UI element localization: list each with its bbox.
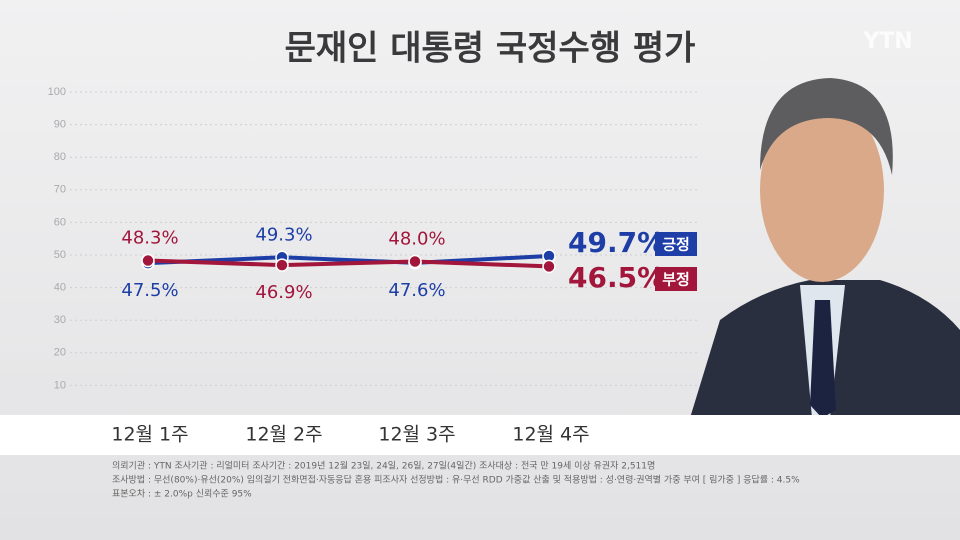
value-label: 47.6% [388, 280, 445, 301]
y-tick-label: 30 [54, 314, 66, 326]
footer-line: 표본오차 : ± 2.0%p 신뢰수준 95% [112, 488, 252, 500]
x-tick-label: 12월 4주 [512, 424, 589, 446]
data-point [141, 253, 155, 268]
value-label: 49.3% [255, 224, 312, 245]
value-label: 49.7% [568, 226, 665, 259]
axis-band [0, 415, 960, 455]
footer-line: 조사방법 : 무선(80%)·유선(20%) 임의걸기 전화면접·자동응답 혼용… [112, 474, 800, 486]
chart-title: 문재인 대통령 국정수행 평가 [285, 29, 696, 69]
data-point [542, 259, 556, 274]
y-tick-label: 60 [54, 216, 66, 228]
value-label: 47.5% [121, 280, 178, 301]
value-label: 48.0% [388, 229, 445, 250]
legend-label: 부정 [662, 271, 690, 289]
y-tick-label: 40 [54, 282, 66, 294]
x-tick-label: 12월 2주 [245, 424, 322, 446]
y-tick-label: 100 [48, 86, 66, 98]
legend-box [655, 267, 697, 291]
y-tick-label: 10 [54, 379, 66, 391]
legend-box [655, 232, 697, 256]
x-tick-label: 12월 1주 [111, 424, 188, 446]
data-point [408, 254, 422, 269]
y-tick-label: 70 [54, 184, 66, 196]
logo: YTN [862, 29, 912, 54]
y-tick-label: 20 [54, 347, 66, 359]
value-label: 46.5% [568, 261, 665, 294]
y-tick-label: 50 [54, 249, 66, 261]
footer-line: 의뢰기관 : YTN 조사기관 : 리얼미터 조사기간 : 2019년 12월 … [112, 460, 655, 472]
legend-label: 긍정 [662, 236, 690, 254]
portrait [690, 78, 960, 418]
series-line [147, 258, 550, 269]
data-point [275, 258, 289, 272]
series-line [147, 253, 550, 266]
y-tick-label: 90 [54, 119, 66, 131]
x-tick-label: 12월 3주 [378, 424, 455, 446]
value-label: 46.9% [255, 282, 312, 303]
value-label: 48.3% [121, 228, 178, 249]
y-tick-label: 80 [54, 151, 66, 163]
